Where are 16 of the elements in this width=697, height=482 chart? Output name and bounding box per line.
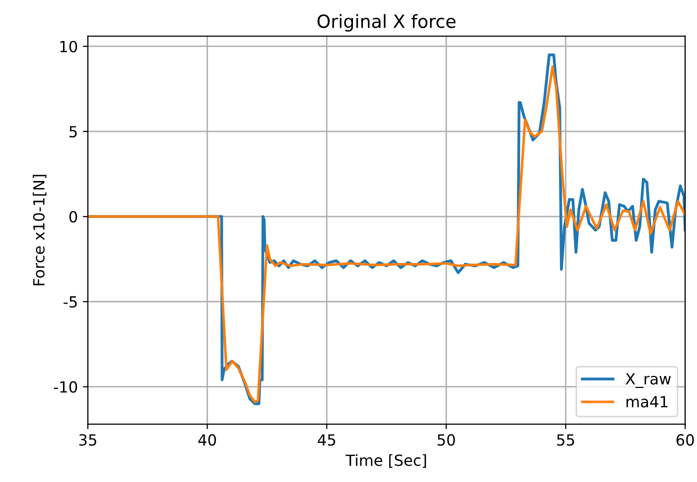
y-tick-label: 10 (60, 40, 78, 52)
y-tick-label: -5 (64, 296, 77, 308)
y-tick-label: -10 (54, 381, 78, 393)
legend-label: X_raw (626, 373, 671, 388)
x-tick-label: 35 (79, 434, 96, 446)
y-axis-title: Force x10-1[N] (32, 174, 46, 286)
x-tick-label: 40 (198, 434, 216, 446)
x-tick-label: 50 (438, 434, 455, 446)
x-tick-label: 45 (318, 434, 336, 446)
x-tick-label: 55 (557, 434, 574, 446)
legend-label: ma41 (626, 396, 668, 408)
x-axis-title: Time [Sec] (346, 454, 426, 468)
y-tick-label: 5 (70, 126, 77, 138)
x-tick-label: 60 (676, 434, 694, 446)
y-tick-label: 0 (69, 211, 78, 223)
chart-title: Original X force (318, 14, 456, 32)
